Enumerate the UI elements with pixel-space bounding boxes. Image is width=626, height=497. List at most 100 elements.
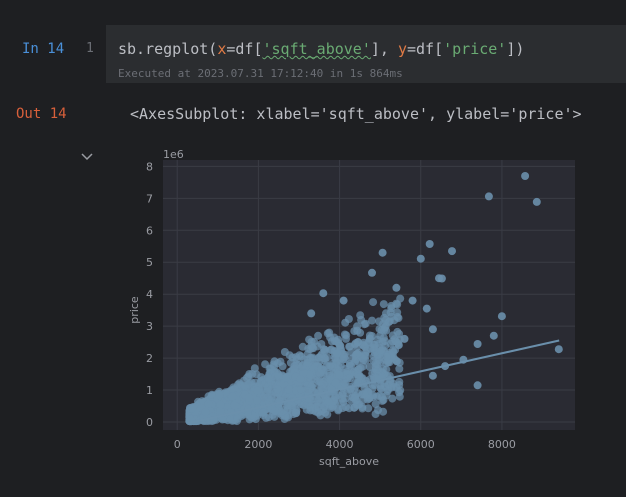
scatter-point	[376, 331, 384, 340]
scatter-point	[448, 247, 456, 256]
scatter-point	[368, 384, 377, 393]
scatter-point	[356, 328, 365, 337]
execution-info: Executed at 2023.07.31 17:12:40 in 1s 86…	[118, 67, 403, 80]
scatter-point	[226, 415, 235, 424]
scatter-point	[394, 314, 403, 323]
y-tick-labels: 0 1 2 3 4 5 6 7 8	[146, 160, 153, 429]
cell-input-label: In 14	[22, 41, 65, 57]
scatter-point	[204, 399, 213, 408]
chevron-down-icon[interactable]	[80, 150, 94, 164]
scatter-point	[240, 381, 249, 390]
scatter-point	[380, 323, 389, 332]
code-function: sb.regplot(	[118, 40, 218, 58]
scatter-point	[377, 346, 385, 355]
scatter-point	[326, 362, 335, 371]
y-tick-label: 0	[146, 416, 153, 429]
scatter-point	[387, 312, 396, 321]
scatter-point	[379, 407, 388, 416]
scatter-point	[345, 374, 354, 383]
scatter-point	[314, 331, 323, 340]
scatter-point	[297, 385, 305, 394]
scatter-point	[379, 300, 388, 309]
scatter-point	[391, 345, 400, 354]
code-editor[interactable]: sb.regplot(x=df['sqft_above'], y=df['pri…	[106, 25, 626, 83]
scatter-point	[295, 351, 304, 360]
code-x-eq: =df[	[226, 40, 263, 58]
scatter-point	[392, 283, 401, 292]
scatter-point	[284, 385, 293, 394]
scatter-point	[252, 396, 261, 405]
scatter-point	[319, 289, 328, 298]
scatter-point	[286, 367, 295, 376]
scatter-point	[360, 320, 369, 329]
scatter-point	[369, 340, 378, 349]
scatter-point	[319, 405, 328, 414]
scatter-point	[278, 362, 287, 371]
scatter-point	[324, 397, 333, 406]
scatter-point	[554, 345, 563, 354]
scatter-point	[364, 404, 373, 413]
y-tick-label: 6	[146, 224, 153, 237]
scatter-point	[284, 413, 293, 422]
y-offset-label: 1e6	[163, 148, 184, 161]
scatter-point	[521, 172, 530, 180]
scatter-point	[489, 331, 498, 340]
scatter-point	[316, 369, 325, 378]
scatter-point	[312, 402, 321, 411]
scatter-point	[378, 338, 387, 346]
scatter-point	[358, 403, 367, 412]
scatter-point	[265, 374, 274, 383]
code-line[interactable]: sb.regplot(x=df['sqft_above'], y=df['pri…	[118, 40, 524, 58]
plot-output: 0 1 2 3 4 5 6 7 8 0 2000 4000 6000 8000 1e6 sqft_abo…	[110, 145, 590, 475]
scatter-point	[392, 357, 401, 366]
scatter-point	[350, 403, 359, 412]
y-tick-label: 5	[146, 256, 153, 269]
scatter-point	[341, 394, 350, 403]
scatter-point	[334, 335, 343, 344]
scatter-point	[388, 331, 397, 340]
code-param-x: x	[217, 40, 227, 58]
y-tick-label: 3	[146, 320, 153, 333]
scatter-point	[371, 400, 380, 409]
scatter-point	[428, 371, 437, 380]
scatter-point	[310, 358, 319, 367]
scatter-point	[387, 301, 396, 310]
regression-line	[188, 339, 560, 424]
scatter-point	[484, 192, 493, 201]
scatter-point	[274, 372, 283, 381]
scatter-point	[271, 388, 280, 397]
scatter-point	[351, 396, 360, 405]
output-text: <AxesSubplot: xlabel='sqft_above', ylabe…	[130, 105, 582, 123]
scatter-point	[356, 364, 365, 372]
cell-output-label: Out 14	[16, 106, 67, 122]
scatter-point	[298, 342, 307, 351]
scatter-point	[368, 316, 376, 325]
code-separator: ],	[370, 40, 398, 58]
scatter-point	[261, 360, 270, 369]
scatter-point	[372, 392, 381, 401]
scatter-point	[340, 350, 349, 359]
x-axis-label: sqft_above	[319, 455, 379, 468]
scatter-point	[304, 387, 313, 396]
y-tick-label: 2	[146, 352, 153, 365]
scatter-point	[271, 407, 279, 416]
scatter-point	[376, 384, 385, 393]
y-tick-label: 1	[146, 384, 153, 397]
scatter-point	[373, 360, 381, 369]
scatter-point	[325, 369, 334, 378]
scatter-point	[280, 348, 289, 356]
scatter-point	[416, 254, 425, 263]
scatter-point	[188, 404, 197, 413]
scatter-point	[305, 335, 314, 344]
scatter-point	[332, 358, 341, 367]
scatter-point	[350, 340, 359, 349]
scatter-point	[395, 381, 404, 389]
code-y-eq: =df[	[407, 40, 444, 58]
scatter-point	[333, 349, 342, 358]
scatter-point	[258, 408, 267, 417]
code-string-sqft-above: 'sqft_above'	[262, 40, 371, 58]
scatter-point	[365, 363, 374, 371]
scatter-point	[308, 343, 317, 352]
y-tick-label: 4	[146, 288, 153, 301]
